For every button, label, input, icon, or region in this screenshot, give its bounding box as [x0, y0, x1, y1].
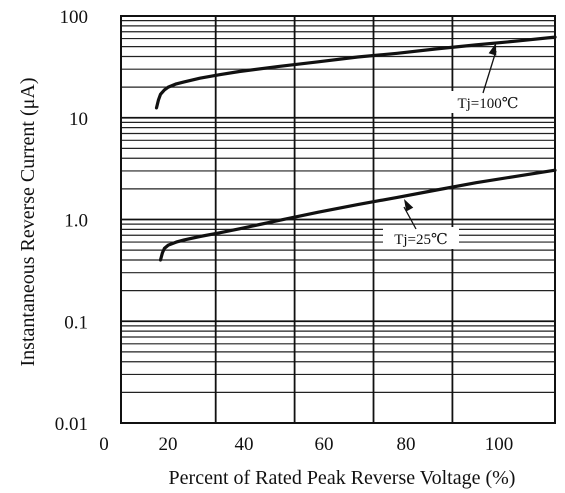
arrow-head-icon	[488, 43, 497, 56]
x-tick-label: 100	[485, 434, 514, 455]
series-layer	[154, 35, 557, 262]
y-tick-label: 0.01	[55, 414, 88, 435]
annotation-leader	[403, 206, 417, 230]
plot-area-frame	[120, 15, 556, 424]
series-line-1	[154, 35, 557, 110]
x-tick-label: 0	[99, 434, 109, 455]
annotation-box	[447, 91, 529, 113]
x-tick-label: 80	[397, 434, 416, 455]
y-tick-label: 1.0	[64, 211, 88, 232]
x-tick-label: 20	[159, 434, 178, 455]
annotation-label: Tj=25℃	[394, 232, 448, 248]
series-line-2	[158, 168, 557, 262]
x-tick-label: 40	[235, 434, 254, 455]
y-tick-label: 10	[69, 109, 88, 130]
annotation-box	[383, 227, 459, 249]
annotation-leader	[482, 50, 497, 94]
annotation-label: Tj=100℃	[457, 96, 518, 112]
y-tick-label: 0.1	[64, 312, 88, 333]
minor-gridlines	[121, 20, 555, 393]
annotation-layer: Tj=100℃ Tj=25℃	[383, 43, 529, 249]
y-tick-label: 100	[60, 7, 89, 28]
arrow-head-icon	[404, 199, 414, 212]
y-axis-label: Instantaneous Reverse Current (μA)	[17, 78, 39, 367]
x-tick-label: 60	[315, 434, 334, 455]
x-tick-labels: 0 20 40 60 80 100	[99, 434, 513, 455]
y-tick-labels: 0.01 0.1 1.0 10 100	[55, 7, 88, 435]
x-axis-label: Percent of Rated Peak Reverse Voltage (%…	[169, 467, 516, 489]
